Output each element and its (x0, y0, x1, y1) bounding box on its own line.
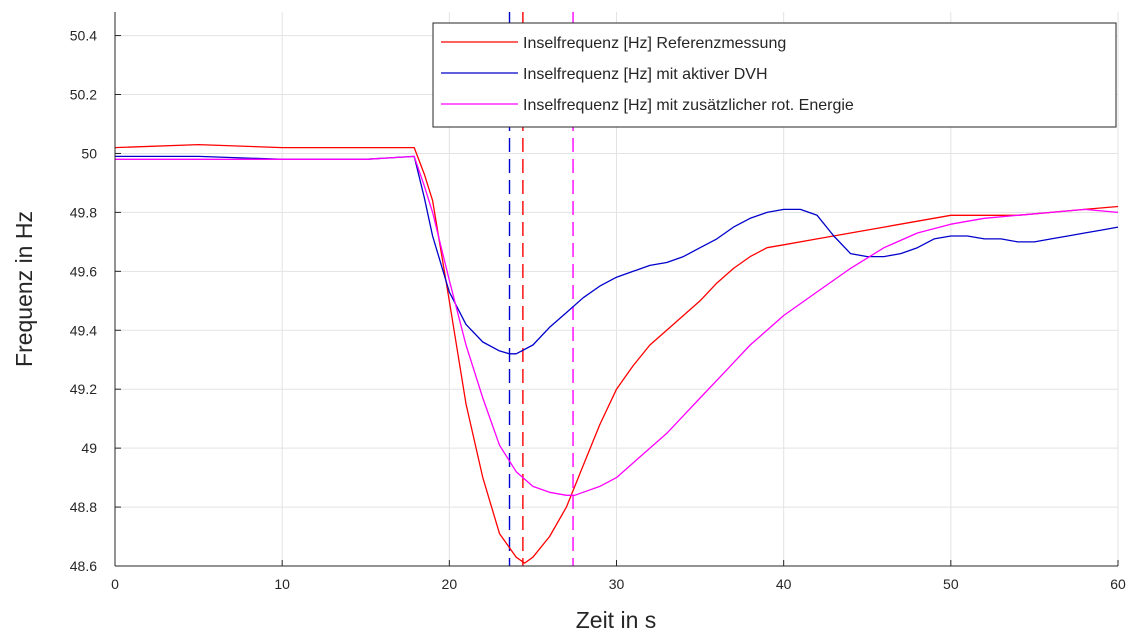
legend-label: Inselfrequenz [Hz] mit zusätzlicher rot.… (523, 97, 854, 114)
y-tick-label: 49.2 (70, 381, 97, 397)
y-tick-label: 49 (81, 440, 97, 456)
y-tick-label: 49.4 (70, 322, 97, 338)
y-tick-label: 49.6 (70, 263, 97, 279)
x-tick-label: 40 (776, 576, 792, 592)
x-tick-label: 10 (274, 576, 290, 592)
legend-label: Inselfrequenz [Hz] mit aktiver DVH (523, 66, 768, 83)
x-tick-label: 0 (111, 576, 119, 592)
x-tick-label: 20 (442, 576, 458, 592)
x-tick-labels: 0 10 20 30 40 50 60 (111, 576, 1126, 592)
y-axis-label: Frequenz in Hz (11, 211, 37, 367)
y-tick-label: 50.4 (70, 28, 97, 44)
y-tick-labels: 48.6 48.8 49 49.2 49.4 49.6 49.8 50 50.2 50.4 (70, 28, 97, 574)
y-tick-label: 50.2 (70, 87, 97, 103)
y-tick-label: 50 (81, 145, 97, 161)
legend: Inselfrequenz [Hz] Referenzmessung Inself… (433, 23, 1116, 127)
y-tick-label: 49.8 (70, 204, 97, 220)
legend-label: Inselfrequenz [Hz] Referenzmessung (523, 35, 786, 52)
y-tick-label: 48.8 (70, 499, 97, 515)
x-axis-label: Zeit in s (576, 607, 657, 633)
x-tick-label: 60 (1110, 576, 1126, 592)
y-tick-label: 48.6 (70, 558, 97, 574)
x-tick-label: 50 (943, 576, 959, 592)
x-tick-label: 30 (609, 576, 625, 592)
